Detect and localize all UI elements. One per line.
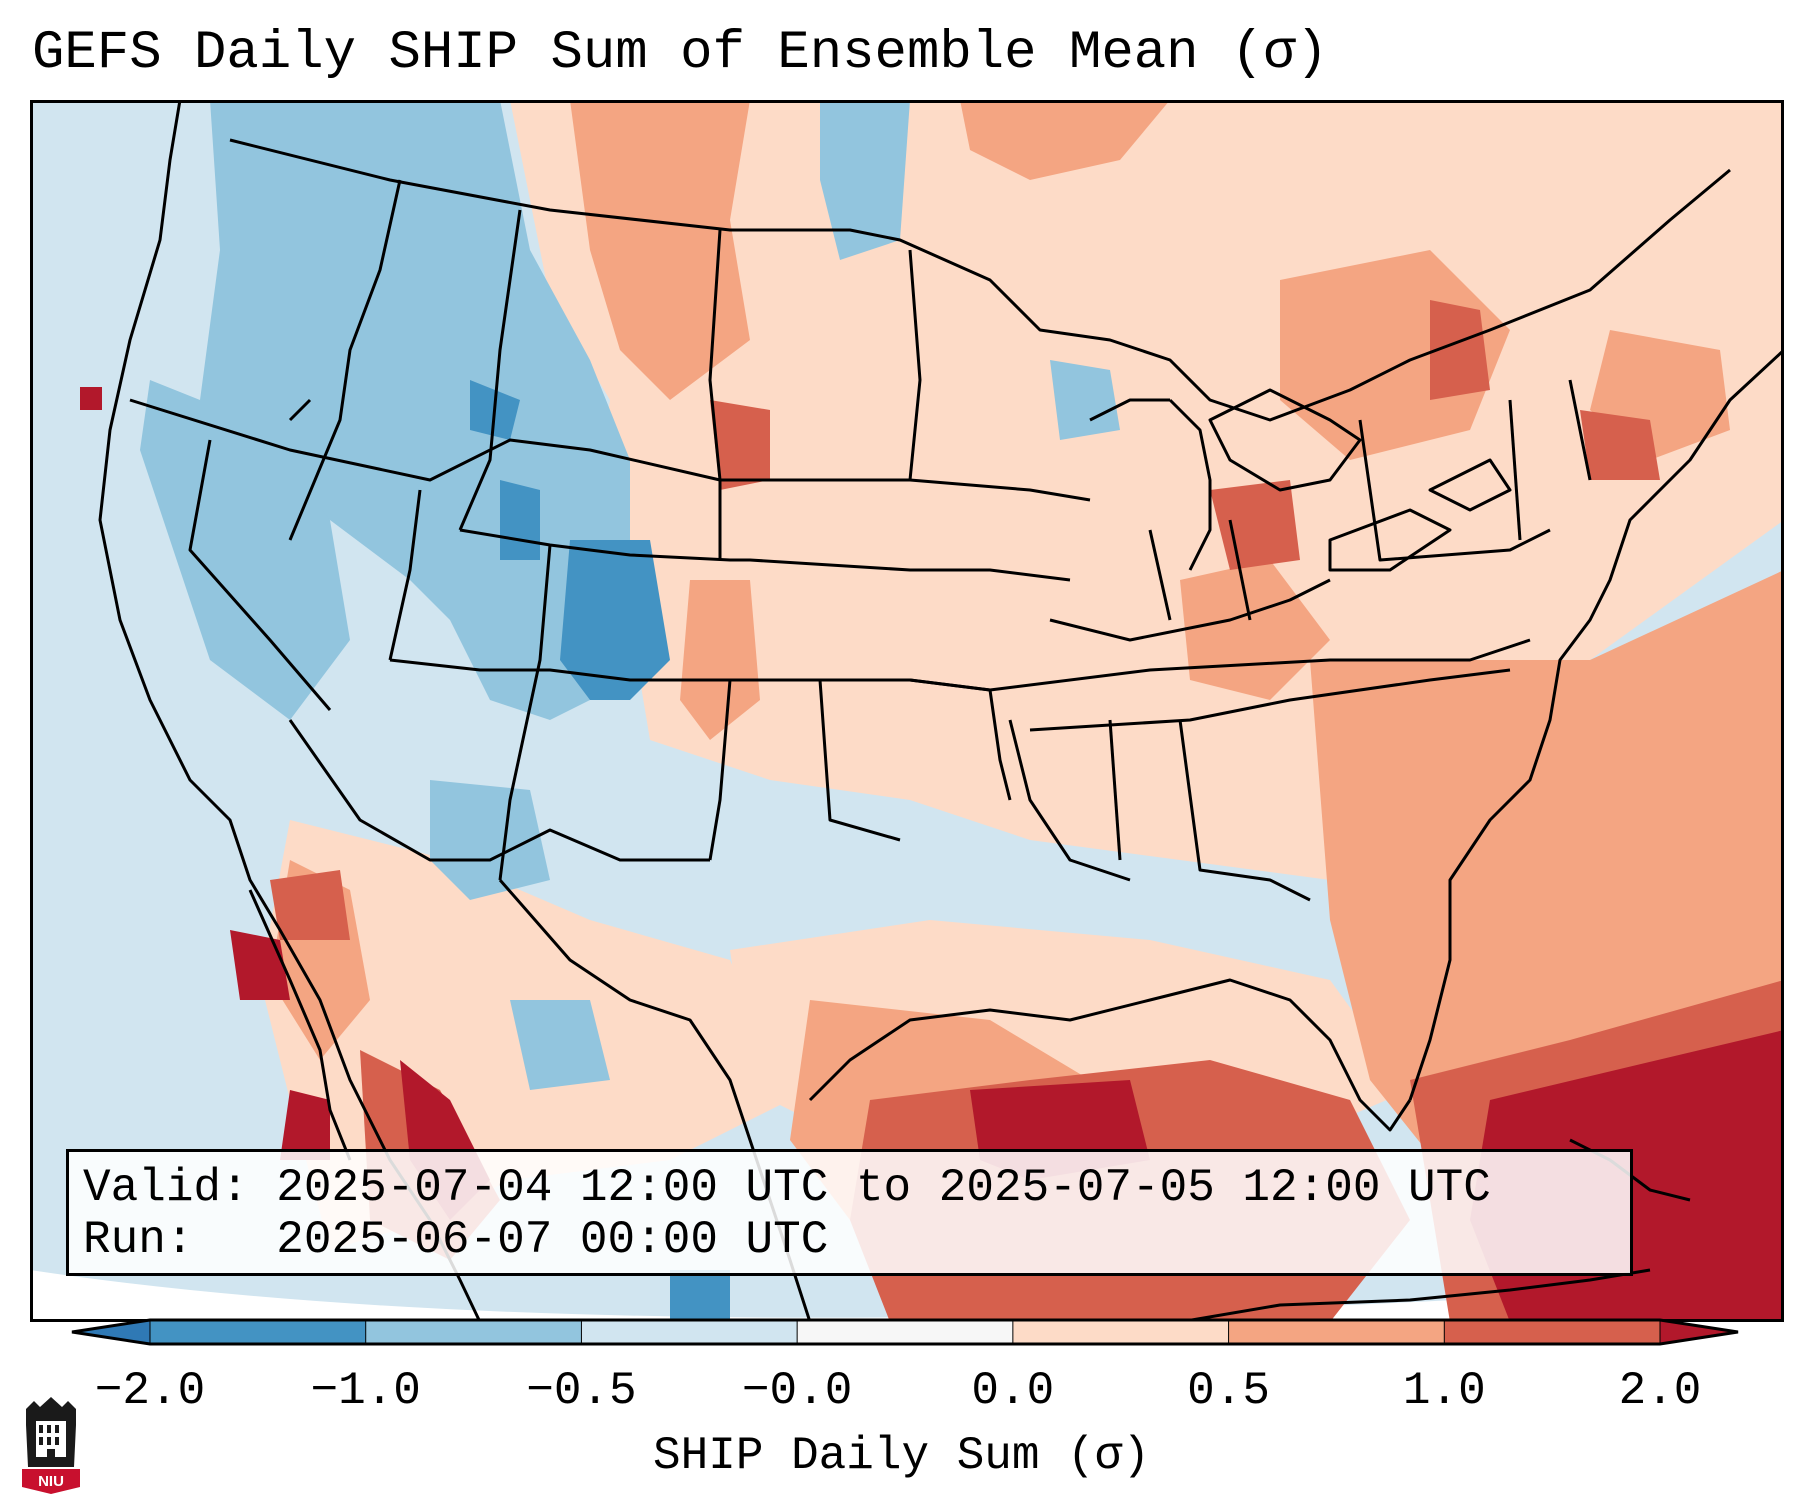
colorbar-segment [365,1320,582,1344]
colorbar-segments [72,1320,1738,1344]
niu-logo: NIU [22,1397,80,1494]
colorbar-segment [581,1320,798,1344]
colorbar-tick-label: −2.0 [94,1365,206,1417]
run-label: Run: [83,1214,194,1266]
run-line: Run: 2025-06-07 00:00 UTC [83,1214,1616,1266]
colorbar-segment [1228,1320,1445,1344]
colorbar-segment [1660,1320,1738,1344]
valid-label: Valid: [83,1162,249,1214]
logo-text: NIU [38,1473,64,1490]
valid-line: Valid: 2025-07-04 12:00 UTC to 2025-07-0… [83,1162,1616,1214]
chart-title: GEFS Daily SHIP Sum of Ensemble Mean (σ) [32,23,1329,84]
colorbar-tick-label: −0.5 [526,1365,637,1417]
colorbar-tick-label: 2.0 [1618,1365,1702,1417]
colorbar-tick-label: 1.0 [1402,1365,1486,1417]
map-panel [30,100,1784,1322]
anomaly-light-blue [140,100,1120,1090]
colorbar-segment [150,1320,366,1344]
domain-edge [30,1270,1784,1322]
colorbar-segment [1012,1320,1229,1344]
colorbar [71,1318,1739,1346]
colorbar-segment [1444,1320,1660,1344]
anomaly-medium-blue [470,380,730,1322]
colorbar-label: SHIP Daily Sum (σ) [653,1430,1150,1482]
valid-value: 2025-07-04 12:00 UTC to 2025-07-05 12:00… [276,1162,1491,1214]
run-value: 2025-06-07 00:00 UTC [276,1214,829,1266]
colorbar-segment [72,1320,150,1344]
colorbar-tick-label: −0.0 [741,1365,853,1417]
colorbar-segment [797,1320,1013,1344]
colorbar-tick-label: 0.0 [971,1365,1055,1417]
colorbar-tick-label: 0.5 [1187,1365,1270,1417]
colorbar-tick-label: −1.0 [310,1365,421,1417]
info-box: Valid: 2025-07-04 12:00 UTC to 2025-07-0… [66,1149,1633,1276]
state-borders [129,138,1731,902]
